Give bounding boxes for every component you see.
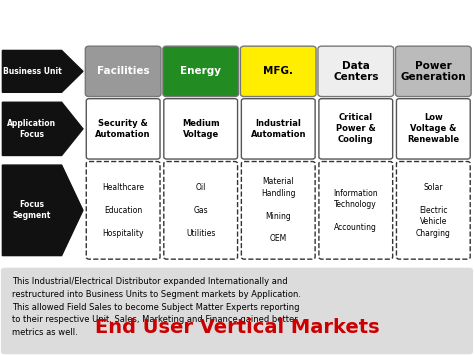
FancyBboxPatch shape bbox=[396, 162, 470, 259]
Text: Facilities: Facilities bbox=[97, 66, 149, 76]
Text: MFG.: MFG. bbox=[263, 66, 293, 76]
Text: Oil

Gas

Utilities: Oil Gas Utilities bbox=[186, 183, 215, 238]
FancyBboxPatch shape bbox=[86, 162, 160, 259]
Text: Critical
Power &
Cooling: Critical Power & Cooling bbox=[336, 113, 376, 144]
FancyBboxPatch shape bbox=[395, 46, 471, 97]
FancyBboxPatch shape bbox=[319, 99, 392, 159]
Text: Information
Technology

Accounting: Information Technology Accounting bbox=[334, 189, 378, 232]
Text: Data
Centers: Data Centers bbox=[333, 61, 379, 82]
Text: This Industrial/Electrical Distributor expanded Internationally and
restructured: This Industrial/Electrical Distributor e… bbox=[12, 277, 301, 337]
Text: Industrial
Automation: Industrial Automation bbox=[250, 119, 306, 139]
FancyBboxPatch shape bbox=[86, 99, 160, 159]
Polygon shape bbox=[2, 102, 83, 155]
FancyBboxPatch shape bbox=[319, 162, 392, 259]
FancyBboxPatch shape bbox=[163, 46, 238, 97]
FancyBboxPatch shape bbox=[241, 162, 315, 259]
FancyBboxPatch shape bbox=[1, 268, 473, 354]
FancyBboxPatch shape bbox=[318, 46, 393, 97]
Polygon shape bbox=[2, 50, 83, 92]
Polygon shape bbox=[2, 165, 83, 256]
Text: Material
Handling

Mining

OEM: Material Handling Mining OEM bbox=[261, 177, 295, 244]
Text: Business Unit: Business Unit bbox=[3, 67, 61, 76]
FancyBboxPatch shape bbox=[164, 99, 237, 159]
FancyBboxPatch shape bbox=[396, 99, 470, 159]
Text: Low
Voltage &
Renewable: Low Voltage & Renewable bbox=[407, 113, 459, 144]
Text: Solar

Electric
Vehicle
Charging: Solar Electric Vehicle Charging bbox=[416, 183, 451, 238]
Text: Healthcare

Education

Hospitality: Healthcare Education Hospitality bbox=[102, 183, 144, 238]
FancyBboxPatch shape bbox=[164, 162, 237, 259]
FancyBboxPatch shape bbox=[240, 46, 316, 97]
Text: Power
Generation: Power Generation bbox=[401, 61, 466, 82]
Text: Energy: Energy bbox=[180, 66, 221, 76]
Text: Focus
Segment: Focus Segment bbox=[13, 200, 51, 220]
FancyBboxPatch shape bbox=[85, 46, 161, 97]
FancyBboxPatch shape bbox=[241, 99, 315, 159]
Text: Application
Focus: Application Focus bbox=[8, 119, 56, 139]
Text: End User Vertical Markets: End User Vertical Markets bbox=[95, 318, 379, 337]
Text: Medium
Voltage: Medium Voltage bbox=[182, 119, 219, 139]
Text: Security &
Automation: Security & Automation bbox=[95, 119, 151, 139]
